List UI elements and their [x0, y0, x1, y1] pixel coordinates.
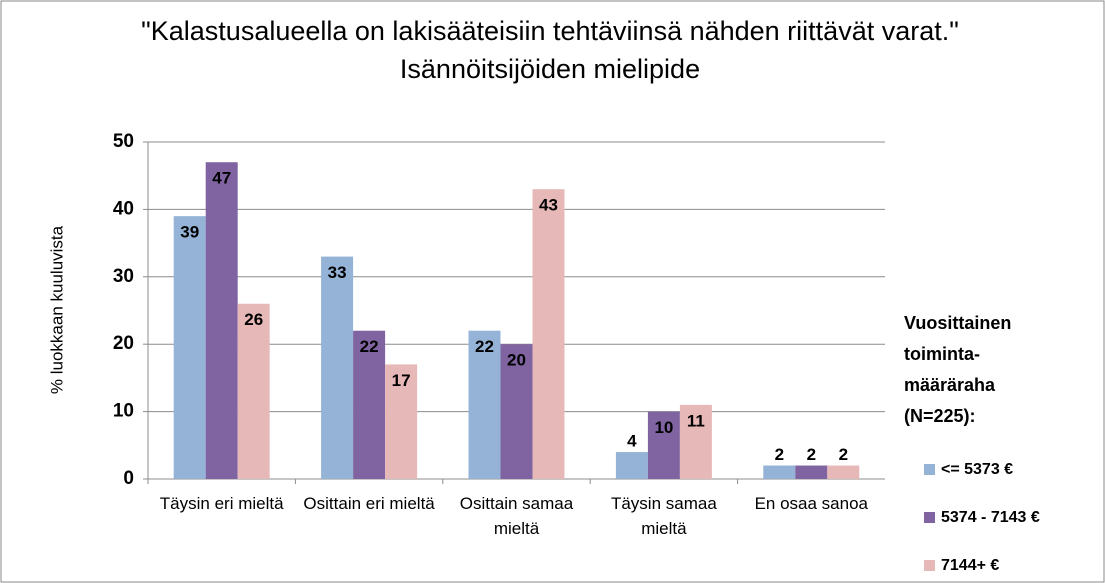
bar	[173, 216, 206, 479]
bar	[615, 452, 648, 479]
bar	[468, 330, 501, 479]
bar	[353, 330, 386, 479]
data-label: 11	[687, 411, 705, 430]
data-label: 10	[654, 418, 673, 437]
bar	[679, 404, 712, 479]
y-tick-label: 50	[113, 131, 134, 152]
data-label: 33	[328, 263, 347, 282]
y-axis-label: % luokkaan kuuluvista	[47, 225, 66, 394]
y-tick-label: 20	[113, 333, 134, 354]
y-tick-label: 10	[113, 401, 134, 422]
legend-title: Vuosittainen toiminta-määräraha (N=225):	[904, 313, 1012, 426]
data-label: 20	[507, 351, 526, 370]
x-tick-label: Täysin samaa mieltä	[610, 494, 717, 538]
x-tick-label: Osittain eri mieltä	[303, 494, 435, 513]
bar	[827, 465, 860, 479]
bar	[647, 411, 680, 479]
data-label: 43	[539, 196, 558, 215]
y-tick-label: 0	[123, 468, 134, 489]
y-tick-label: 30	[113, 266, 134, 287]
data-label: 47	[212, 169, 231, 188]
bar	[795, 465, 828, 479]
bar	[321, 256, 354, 479]
x-tick-label: En osaa sanoa	[754, 494, 868, 513]
data-label: 2	[839, 445, 848, 464]
legend-swatch	[924, 464, 935, 475]
bar	[205, 162, 238, 479]
data-label: 39	[180, 223, 199, 242]
bar	[385, 364, 418, 479]
data-label: 17	[392, 371, 411, 390]
data-label: 22	[360, 337, 379, 356]
legend-swatch	[924, 512, 935, 523]
data-label: 2	[807, 445, 816, 464]
chart-title: "Kalastusalueella on lakisääteisiin teht…	[141, 16, 959, 84]
legend-swatch	[924, 560, 935, 571]
data-label: 2	[775, 445, 784, 464]
bar	[532, 189, 565, 479]
x-tick-label: Osittain samaa mieltä	[459, 494, 574, 538]
data-label: 26	[244, 310, 263, 329]
x-tick-label: Täysin eri mieltä	[159, 494, 284, 513]
legend-label: 5374 - 7143 €	[941, 509, 1040, 526]
legend-label: <= 5373 €	[941, 461, 1013, 478]
bar	[237, 303, 270, 479]
legend-label: 7144+ €	[941, 557, 999, 574]
data-label: 4	[627, 432, 637, 451]
bar	[763, 465, 796, 479]
bar	[500, 344, 533, 479]
y-tick-label: 40	[113, 198, 134, 219]
data-label: 22	[475, 337, 494, 356]
